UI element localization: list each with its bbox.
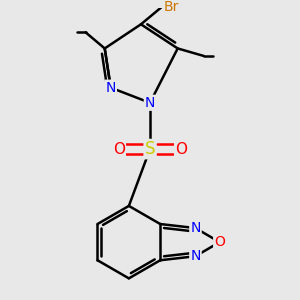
- Text: O: O: [175, 142, 187, 157]
- Text: Br: Br: [164, 0, 179, 14]
- Text: O: O: [113, 142, 125, 157]
- Text: N: N: [145, 96, 155, 110]
- Text: N: N: [106, 81, 116, 95]
- Text: S: S: [145, 140, 155, 158]
- Text: N: N: [190, 221, 201, 235]
- Text: N: N: [190, 249, 201, 263]
- Text: O: O: [214, 235, 225, 249]
